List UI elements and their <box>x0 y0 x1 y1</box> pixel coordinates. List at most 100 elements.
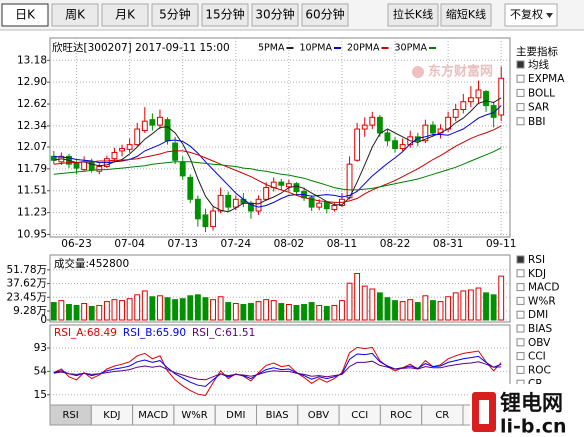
y-tick-label: 93 <box>34 342 47 354</box>
sub-indicator-checkbox[interactable] <box>516 269 525 278</box>
x-tick-label: 06-23 <box>61 238 92 250</box>
sub-indicator-checkbox[interactable] <box>516 338 525 347</box>
indicator-checkbox[interactable] <box>516 117 525 126</box>
sub-indicator-checkbox[interactable] <box>516 352 525 361</box>
indicator-tab-label[interactable]: W%R <box>181 410 207 421</box>
indicator-tab-label[interactable]: KDJ <box>103 410 120 421</box>
period-tab[interactable] <box>301 3 349 27</box>
indicator-tab-label[interactable]: DMI <box>226 410 245 421</box>
y-tick-label: 23.45万 <box>6 291 47 303</box>
sub-indicator-checkbox[interactable] <box>516 255 525 264</box>
indicator-tab-label[interactable]: OBV <box>308 410 329 421</box>
zoom-button[interactable] <box>387 3 439 27</box>
candle-body <box>157 116 163 126</box>
indicator-option[interactable]: SAR <box>528 102 549 114</box>
volume-bar <box>126 298 133 321</box>
sub-indicator-option[interactable]: CCI <box>528 351 546 363</box>
period-tab-label[interactable]: 5分钟 <box>159 7 191 22</box>
candle-body <box>331 205 338 210</box>
volume-bar <box>157 295 163 321</box>
volume-bar <box>331 304 338 321</box>
candle-body <box>490 105 497 118</box>
indicator-option[interactable]: BBI <box>528 116 546 128</box>
sub-indicator-option[interactable]: OBV <box>528 337 551 349</box>
zoom-button-label[interactable]: 缩短K线 <box>446 7 486 21</box>
candle-body <box>361 124 368 130</box>
indicator-tab-label[interactable]: CR <box>435 410 449 421</box>
indicator-tab-label[interactable]: RSI <box>62 410 78 421</box>
volume-bar <box>141 290 148 321</box>
indicator-checkbox[interactable] <box>516 74 525 83</box>
indicator-tab-label[interactable]: BIAS <box>266 410 289 421</box>
sub-indicator-option[interactable]: W%R <box>528 295 556 307</box>
zoom-button[interactable] <box>440 3 492 27</box>
y-tick-label: 12.07 <box>17 141 47 153</box>
period-tab[interactable] <box>101 3 149 27</box>
period-tab[interactable] <box>201 3 249 27</box>
candle-body <box>134 128 141 146</box>
sub-indicator-option[interactable]: BIAS <box>528 323 552 335</box>
sub-indicator-checkbox[interactable] <box>516 324 525 333</box>
adjust-dropdown-label[interactable]: 不复权 <box>510 7 543 21</box>
legend-label: 30PMA <box>395 43 428 54</box>
candle-body <box>384 132 391 142</box>
watermark-top: 东方财富网 <box>428 64 493 80</box>
period-tab-label[interactable]: 30分钟 <box>255 7 294 22</box>
sub-indicator-option[interactable]: MACD <box>528 282 559 294</box>
period-tab-label[interactable]: 周K <box>65 8 86 22</box>
indicator-option[interactable]: 均线 <box>528 58 549 71</box>
period-tab[interactable] <box>151 3 199 27</box>
volume-bar <box>467 289 474 321</box>
period-tab-label[interactable]: 60分钟 <box>305 7 344 22</box>
candle-body <box>460 101 467 110</box>
sub-indicator-checkbox[interactable] <box>516 283 525 292</box>
sub-indicator-checkbox[interactable] <box>516 296 525 305</box>
main-panel-frame <box>49 37 511 238</box>
adjust-dropdown[interactable] <box>504 3 558 27</box>
candle-body <box>308 197 315 208</box>
rsi-readout: RSI_B:65.90 <box>123 327 186 339</box>
rsi-readout: RSI_A:68.49 <box>54 327 117 339</box>
indicator-tab-label[interactable]: MACD <box>138 410 168 421</box>
x-tick-label: 09-11 <box>486 238 517 250</box>
period-tab[interactable] <box>1 3 49 27</box>
indicator-checkbox[interactable] <box>516 60 525 69</box>
volume-bar <box>430 300 436 321</box>
ma-line <box>53 147 502 191</box>
volume-bar <box>66 304 72 321</box>
volume-bar <box>81 303 88 321</box>
indicator-checkbox[interactable] <box>516 88 525 97</box>
volume-bar <box>399 301 406 321</box>
sub-indicator-option[interactable]: RSI <box>528 254 545 266</box>
sub-indicator-checkbox[interactable] <box>516 365 525 374</box>
volume-bar <box>179 298 186 321</box>
period-tab-label[interactable]: 月K <box>115 8 136 22</box>
candle-body <box>467 97 474 103</box>
period-tab-label[interactable]: 15分钟 <box>205 7 244 22</box>
candle-body <box>194 198 201 220</box>
ma-line <box>53 125 502 203</box>
volume-bar <box>346 282 353 321</box>
volume-bar <box>103 301 110 321</box>
indicator-option[interactable]: EXPMA <box>528 73 565 85</box>
period-tab[interactable] <box>51 3 99 27</box>
candle-body <box>323 201 330 210</box>
candle-body <box>187 176 194 200</box>
sub-indicator-checkbox[interactable] <box>516 310 525 319</box>
indicator-option[interactable]: BOLL <box>528 87 555 99</box>
indicator-checkbox[interactable] <box>516 103 525 112</box>
period-tab-label[interactable]: 日K <box>15 8 36 22</box>
volume-bar <box>384 297 391 321</box>
period-tab[interactable] <box>251 3 299 27</box>
volume-bar <box>119 300 125 321</box>
sub-indicator-option[interactable]: DMI <box>528 309 548 321</box>
volume-bar <box>73 304 80 321</box>
indicator-tab-label[interactable]: CCI <box>351 410 368 421</box>
sub-indicator-option[interactable]: ROC <box>528 364 551 376</box>
volume-bar <box>232 303 239 321</box>
sub-indicator-option[interactable]: KDJ <box>528 268 546 280</box>
volume-bar <box>293 304 300 321</box>
zoom-button-label[interactable]: 拉长K线 <box>393 7 433 21</box>
indicator-tab-label[interactable]: ROC <box>390 410 412 421</box>
candle-body <box>475 89 482 99</box>
